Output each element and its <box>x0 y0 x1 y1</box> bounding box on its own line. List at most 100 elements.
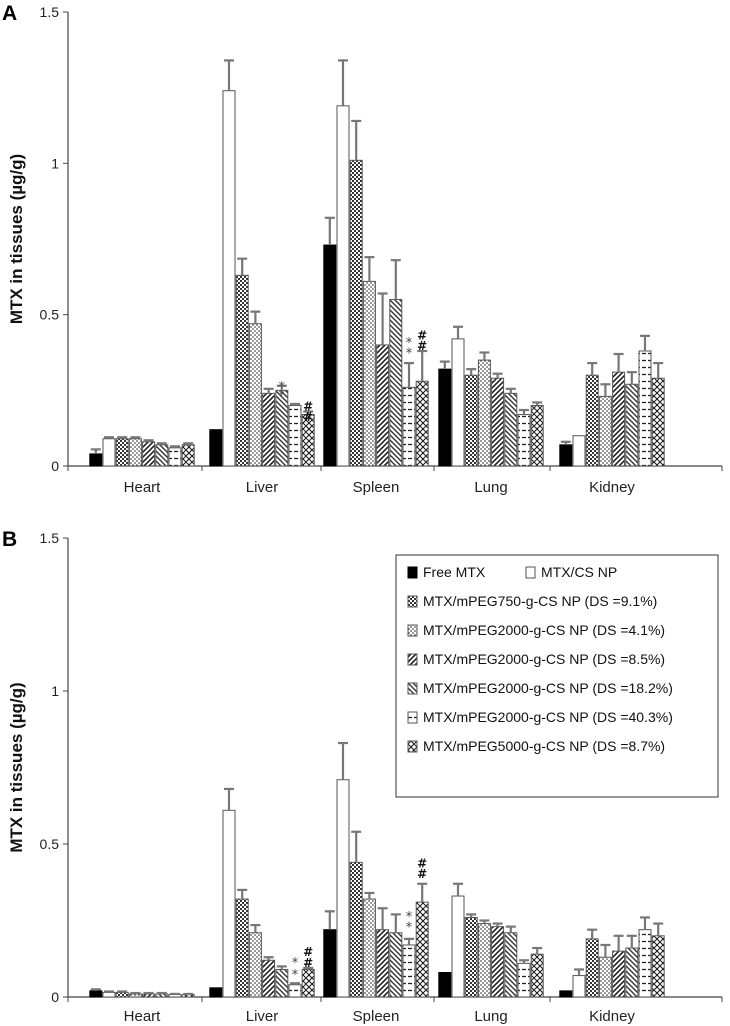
bar <box>155 444 169 467</box>
bar <box>336 105 350 467</box>
bar <box>415 901 429 998</box>
bar <box>336 779 350 998</box>
bar <box>102 991 116 998</box>
bar <box>585 938 599 998</box>
significance-hash: # <box>303 410 313 424</box>
bar <box>102 438 116 467</box>
bar <box>491 926 505 998</box>
bar <box>638 929 652 998</box>
bar <box>209 987 223 998</box>
bar <box>248 932 262 998</box>
y-axis-title: MTX in tissues (µg/g) <box>7 154 26 324</box>
bar <box>389 299 403 467</box>
bar <box>89 453 103 467</box>
legend-swatch <box>407 740 418 753</box>
bar <box>530 953 544 998</box>
bar <box>262 392 276 467</box>
legend-swatch <box>407 711 418 724</box>
bar <box>517 414 531 467</box>
x-tick-label: Kidney <box>589 1008 635 1025</box>
bar <box>517 962 531 998</box>
bar <box>142 441 156 467</box>
bar <box>438 368 452 467</box>
x-tick-label: Spleen <box>353 479 400 496</box>
bar <box>598 395 612 467</box>
x-tick-label: Lung <box>474 1008 507 1025</box>
bar <box>209 429 223 467</box>
legend-label: MTX/mPEG750-g-CS NP (DS =9.1%) <box>423 593 657 609</box>
bar <box>477 923 491 998</box>
bar <box>89 990 103 998</box>
legend-swatch <box>525 566 536 579</box>
bar <box>504 932 518 998</box>
significance-star: * <box>292 968 299 983</box>
legend-label: Free MTX <box>423 564 486 580</box>
bar <box>451 338 465 467</box>
significance-hash: # <box>417 339 427 353</box>
bar <box>477 359 491 467</box>
y-tick-label: 0 <box>51 458 59 474</box>
y-tick-label: 1 <box>51 683 59 699</box>
bar <box>128 993 142 998</box>
x-tick-label: Spleen <box>353 1008 400 1025</box>
bar <box>235 274 249 467</box>
bar <box>402 944 416 998</box>
y-axis-title: MTX in tissues (µg/g) <box>7 682 26 852</box>
x-tick-label: Heart <box>124 1008 162 1025</box>
bar <box>362 280 376 467</box>
bar <box>323 929 337 998</box>
legend-label: MTX/CS NP <box>541 564 617 580</box>
significance-star: * <box>406 336 413 351</box>
bar <box>625 383 639 467</box>
legend-label: MTX/mPEG2000-g-CS NP (DS =4.1%) <box>423 622 665 638</box>
significance-hash: # <box>417 328 427 342</box>
bar <box>275 968 289 998</box>
bar <box>559 444 573 467</box>
legend-swatch <box>407 653 418 666</box>
bar <box>389 932 403 998</box>
legend: Free MTX MTX/CS NP MTX/mPEG750-g-CS NP (DS… <box>395 554 719 798</box>
bar <box>349 861 363 998</box>
significance-hash: # <box>303 945 313 959</box>
significance-hash: # <box>303 399 313 413</box>
bar <box>168 447 182 467</box>
bar <box>402 386 416 467</box>
x-tick-label: Liver <box>246 1008 279 1025</box>
bar <box>115 438 129 467</box>
bar <box>651 377 665 467</box>
legend-swatch <box>407 624 418 637</box>
legend-label: MTX/mPEG2000-g-CS NP (DS =18.2%) <box>423 680 673 696</box>
bar <box>612 950 626 998</box>
panel-letter: B <box>2 528 17 551</box>
bar <box>438 972 452 998</box>
bar <box>155 993 169 998</box>
bar <box>638 350 652 467</box>
legend-swatch <box>407 682 418 695</box>
bar <box>625 947 639 998</box>
bar <box>349 159 363 467</box>
bar <box>415 380 429 467</box>
legend-label: MTX/mPEG2000-g-CS NP (DS =8.5%) <box>423 651 665 667</box>
bar <box>181 444 195 467</box>
bar <box>504 392 518 467</box>
bar <box>598 956 612 998</box>
bar <box>376 344 390 467</box>
panel-letter: A <box>2 2 17 25</box>
significance-star: * <box>292 956 299 971</box>
chart-panel-a: A 0 0.5 1 1.5 MTX in tissues (µg/g) Heart Liver… <box>2 2 723 496</box>
y-tick-label: 0.5 <box>40 836 60 852</box>
significance-hash: # <box>417 867 427 881</box>
significance-star: * <box>406 921 413 936</box>
bar <box>464 374 478 467</box>
bar <box>235 898 249 998</box>
bar <box>559 990 573 998</box>
bar <box>288 984 302 998</box>
y-tick-label: 1.5 <box>40 530 60 546</box>
y-tick-label: 0 <box>51 989 59 1005</box>
y-tick-label: 0.5 <box>40 307 60 323</box>
x-tick-label: Kidney <box>589 479 635 496</box>
bar <box>451 895 465 998</box>
bar <box>323 244 337 467</box>
bar <box>288 404 302 467</box>
